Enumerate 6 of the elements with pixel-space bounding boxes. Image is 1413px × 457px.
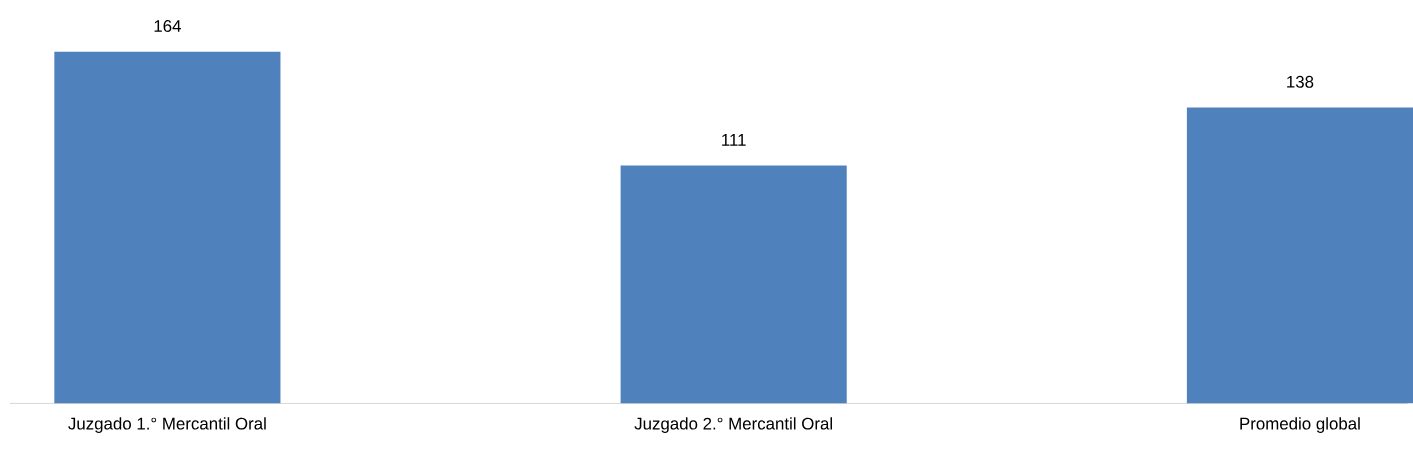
data-label: 138 — [1287, 75, 1314, 88]
x-tick-label: Promedio global — [1240, 417, 1360, 433]
data-label: 164 — [154, 19, 181, 32]
x-tick-label: Juzgado 1.° Mercantil Oral — [68, 417, 266, 433]
data-label: 111 — [722, 133, 746, 146]
x-tick-label: Juzgado 2.° Mercantil Oral — [634, 417, 832, 433]
